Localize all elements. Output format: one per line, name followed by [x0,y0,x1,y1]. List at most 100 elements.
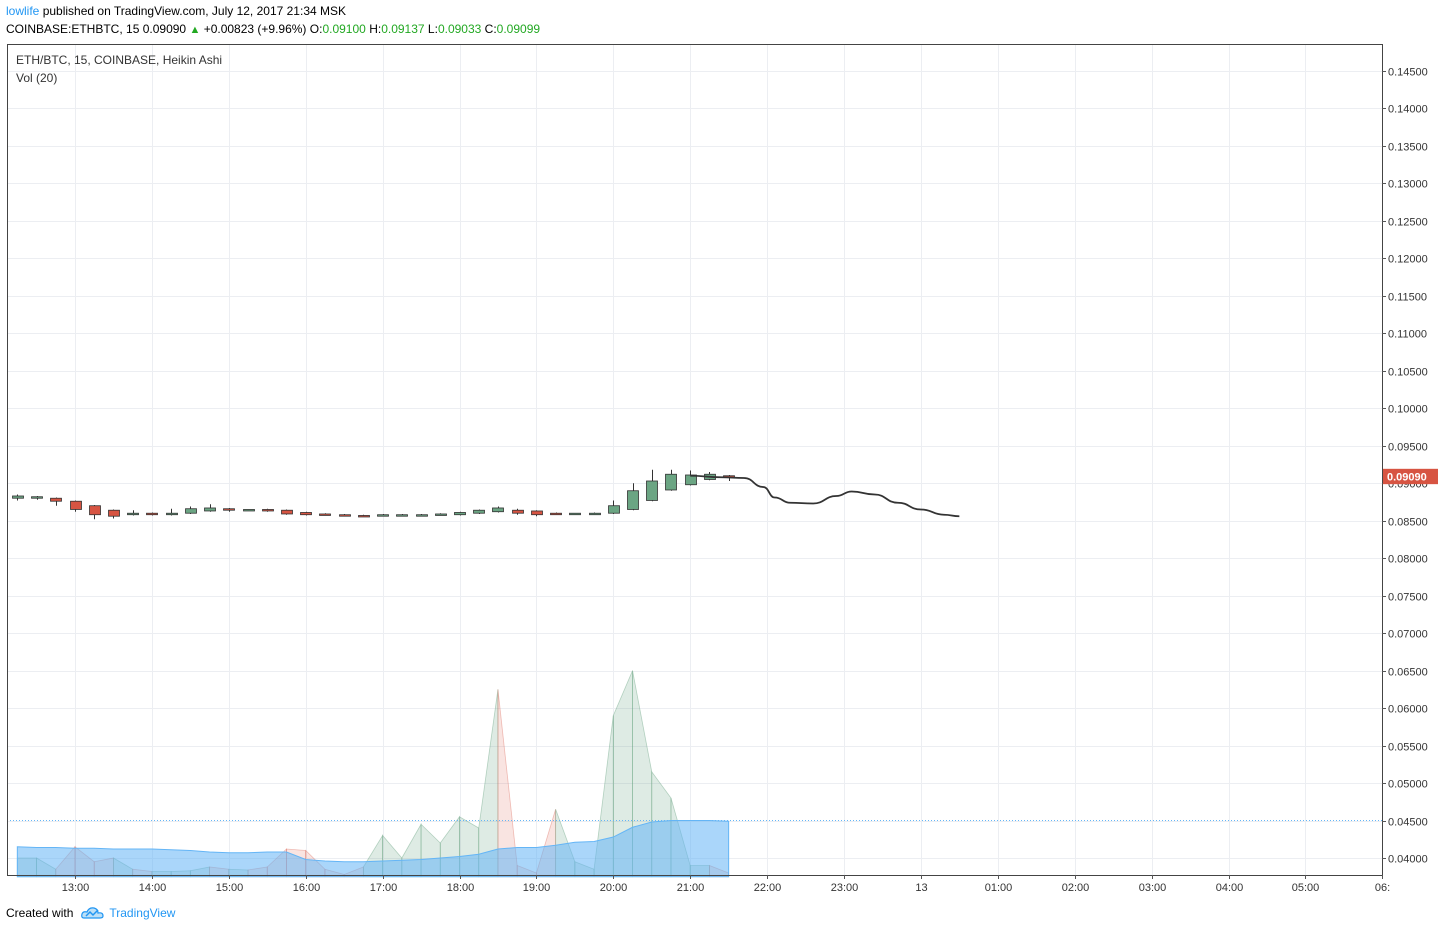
candle-body [31,496,43,499]
price-labels: 0.0909910:410.09090 [1383,468,1438,485]
candle-body [492,507,504,513]
l-label: L: [427,22,438,36]
candle-body [454,512,466,516]
y-tick-label: 0.11000 [1388,329,1427,341]
x-tick-label: 16:00 [293,882,321,894]
candle-body [396,514,408,517]
symbol-info: COINBASE:ETHBTC, 15 [6,22,140,36]
candle-body [89,505,101,516]
y-tick-label: 0.12000 [1388,254,1428,266]
y-tick-label: 0.07500 [1388,592,1428,604]
y-tick-label: 0.06000 [1388,704,1428,716]
x-tick-label: 18:00 [447,882,475,894]
h-value: 0.09137 [381,22,425,36]
x-tick-label: 02:00 [1062,882,1090,894]
author-link[interactable]: lowlife [6,4,40,18]
candle-body [646,480,658,501]
volume-ma-area [16,820,730,878]
candle-body [166,512,178,516]
footer: Created with TradingView [6,906,175,920]
x-tick-label: 06: [1375,882,1390,894]
candle-body [146,512,158,516]
y-tick-label: 0.07000 [1388,629,1428,641]
x-tick-label: 04:00 [1216,882,1244,894]
candle-body [281,509,293,515]
brand-label: TradingView [109,906,176,920]
tradingview-cloud-icon [81,907,104,919]
x-tick-label: 14:00 [139,882,167,894]
candle-body [70,500,82,510]
candle-body [339,514,351,517]
y-tick-label: 0.10500 [1388,367,1428,379]
candle-body [300,512,312,516]
y-tick-label: 0.11500 [1388,292,1427,304]
price-label-last: 0.09090 [1387,471,1427,483]
y-tick-label: 0.06500 [1388,667,1428,679]
y-tick-label: 0.13500 [1388,142,1428,154]
x-tick-label: 15:00 [216,882,244,894]
time-axis[interactable]: 13:00 14:00 15:00 16:00 17:00 18:00 19:00 20:00… [62,875,1390,894]
y-tick-label: 0.08000 [1388,554,1428,566]
candle-body [608,505,620,514]
candle-body [627,490,639,510]
h-label: H: [369,22,382,36]
c-label: C: [484,22,497,36]
y-tick-label: 0.04000 [1388,854,1428,866]
y-tick-label: 0.14500 [1388,67,1428,79]
tradingview-link[interactable]: TradingView [81,906,175,920]
candles [12,469,735,520]
projection-path [690,474,960,518]
o-label: O: [309,22,323,36]
projection-line [690,474,960,518]
y-tick-label: 0.10000 [1388,404,1428,416]
candle-body [204,507,216,512]
candle-body [569,512,581,516]
candle-body [665,473,677,491]
y-tick-label: 0.12500 [1388,217,1428,229]
y-tick-label: 0.04500 [1388,817,1428,829]
volume-legend[interactable]: Vol (20) [16,71,58,85]
change-value: +0.00823 (+9.96%) [203,22,307,36]
candle-body [319,513,331,516]
candle-body [473,509,485,514]
candle-body [512,509,524,514]
candle-body [223,508,235,511]
chart-frame [7,44,1383,876]
candle-body [550,512,562,516]
up-arrow-icon: ▲ [189,24,201,36]
x-tick-label: 19:00 [523,882,551,894]
candle-body [589,512,601,516]
candle-body [108,509,120,517]
candle-body [50,497,62,502]
y-tick-label: 0.05500 [1388,742,1428,754]
candle-body [12,495,24,499]
price-axis[interactable]: 0.04000 0.04500 0.05000 0.05500 0.06000 0.065… [1382,67,1428,866]
x-tick-label: 05:00 [1292,882,1320,894]
candle-body [243,509,255,512]
candle-body [127,512,139,516]
l-value: 0.09033 [437,22,482,36]
o-value: 0.09100 [322,22,366,36]
x-tick-label: 03:00 [1139,882,1167,894]
last-price: 0.09090 [142,22,187,36]
x-tick-label: 21:00 [677,882,705,894]
y-tick-label: 0.05000 [1388,779,1428,791]
price-label-last-bg [1383,469,1438,484]
x-tick-label: 13:00 [62,882,90,894]
x-tick-label: 01:00 [985,882,1013,894]
c-value: 0.09099 [496,22,541,36]
candle-body [416,514,428,517]
grid-lines [7,44,1382,875]
x-tick-label: 17:00 [370,882,398,894]
volume-pane [7,670,1382,878]
candle-body [262,509,274,512]
symbol-legend[interactable]: ETH/BTC, 15, COINBASE, Heikin Ashi [16,53,223,67]
pane-border [7,44,1383,876]
candle-body [358,515,370,518]
publish-text: published on TradingView.com, July 12, 2… [39,4,346,18]
publish-info: lowlife published on TradingView.com, Ju… [6,4,346,19]
x-tick-label: 20:00 [600,882,628,894]
x-tick-label: 13 [915,882,927,894]
y-tick-label: 0.14000 [1388,104,1428,116]
